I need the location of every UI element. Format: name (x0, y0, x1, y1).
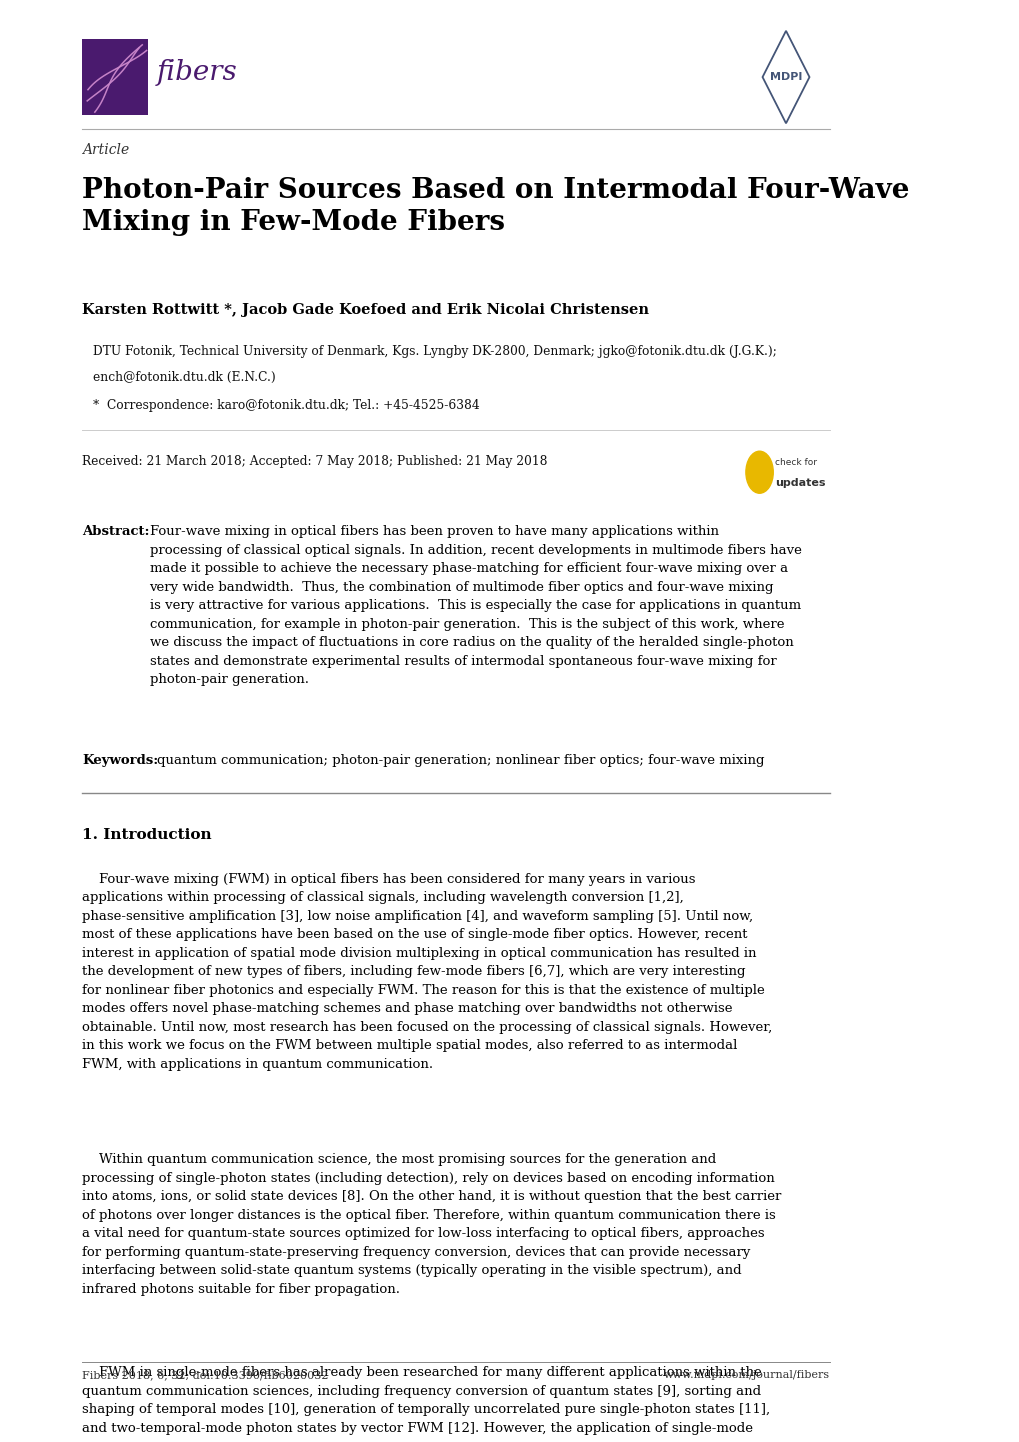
Text: ench@fotonik.dtu.dk (E.N.C.): ench@fotonik.dtu.dk (E.N.C.) (93, 372, 275, 385)
Text: FWM in single-mode fibers has already been researched for many different applica: FWM in single-mode fibers has already be… (82, 1366, 769, 1435)
Text: Article: Article (82, 143, 129, 157)
Text: fibers: fibers (157, 59, 237, 87)
Text: Abstract:: Abstract: (82, 525, 150, 538)
Text: www.mdpi.com/journal/fibers: www.mdpi.com/journal/fibers (663, 1370, 829, 1380)
Text: 1. Introduction: 1. Introduction (82, 828, 212, 842)
Text: Received: 21 March 2018; Accepted: 7 May 2018; Published: 21 May 2018: Received: 21 March 2018; Accepted: 7 May… (82, 456, 547, 469)
Text: Photon-Pair Sources Based on Intermodal Four-Wave
Mixing in Few-Mode Fibers: Photon-Pair Sources Based on Intermodal … (82, 176, 909, 236)
Text: DTU Fotonik, Technical University of Denmark, Kgs. Lyngby DK-2800, Denmark; jgko: DTU Fotonik, Technical University of Den… (93, 345, 776, 358)
Text: quantum communication; photon-pair generation; nonlinear fiber optics; four-wave: quantum communication; photon-pair gener… (157, 754, 763, 767)
FancyBboxPatch shape (82, 39, 148, 115)
Text: check for: check for (774, 459, 816, 467)
Ellipse shape (745, 451, 772, 493)
Text: MDPI: MDPI (769, 72, 801, 82)
Text: Within quantum communication science, the most promising sources for the generat: Within quantum communication science, th… (82, 1154, 781, 1296)
Text: ✓: ✓ (754, 466, 764, 479)
Text: updates: updates (774, 479, 824, 489)
Text: *  Correspondence: karo@fotonik.dtu.dk; Tel.: +45-4525-6384: * Correspondence: karo@fotonik.dtu.dk; T… (93, 399, 479, 412)
Text: Keywords:: Keywords: (82, 754, 158, 767)
Text: Fibers 2018, 6, 32; doi:10.3390/fib6020032: Fibers 2018, 6, 32; doi:10.3390/fib60200… (82, 1370, 328, 1380)
Text: Four-wave mixing (FWM) in optical fibers has been considered for many years in v: Four-wave mixing (FWM) in optical fibers… (82, 872, 771, 1071)
Text: Karsten Rottwitt *, Jacob Gade Koefoed and Erik Nicolai Christensen: Karsten Rottwitt *, Jacob Gade Koefoed a… (82, 303, 648, 317)
Text: Four-wave mixing in optical fibers has been proven to have many applications wit: Four-wave mixing in optical fibers has b… (150, 525, 801, 686)
